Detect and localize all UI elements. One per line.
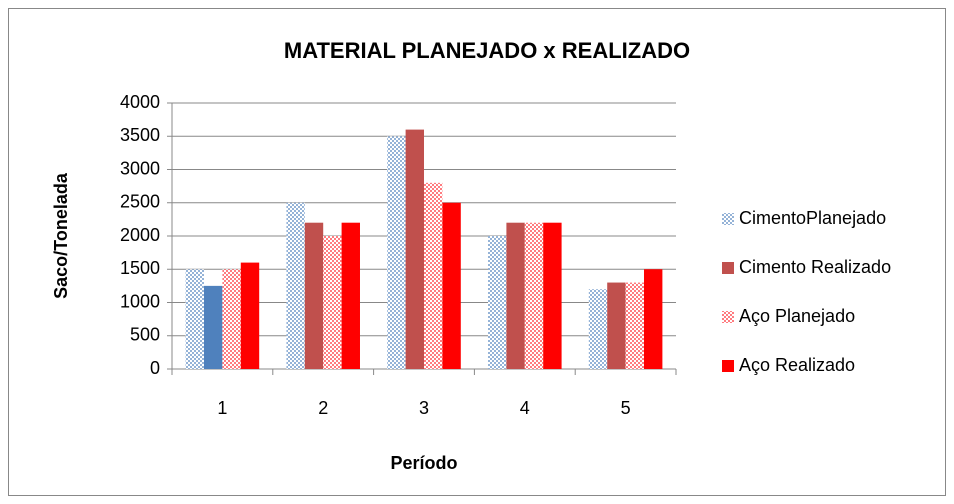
- legend-label: Cimento Realizado: [739, 257, 891, 277]
- legend-label: Aço Planejado: [739, 306, 855, 326]
- legend-swatch: [722, 213, 734, 225]
- legend-swatch: [722, 262, 734, 274]
- bar: [304, 222, 324, 369]
- y-axis-label: Saco/Tonelada: [51, 172, 71, 299]
- bar: [323, 236, 342, 369]
- bar: [442, 202, 461, 369]
- x-tick-label: 2: [318, 398, 328, 418]
- y-tick-label: 1000: [120, 291, 160, 311]
- bar: [204, 285, 223, 369]
- legend-swatch: [722, 311, 734, 323]
- x-tick-label: 4: [520, 398, 530, 418]
- y-tick-label: 500: [130, 325, 160, 345]
- bar: [240, 262, 260, 369]
- bar: [222, 269, 241, 369]
- legend-swatch: [722, 360, 734, 372]
- bar: [643, 269, 663, 369]
- bar: [424, 182, 443, 369]
- y-tick-label: 3500: [120, 125, 160, 145]
- y-tick-label: 2500: [120, 192, 160, 212]
- bar: [543, 222, 562, 369]
- bar: [488, 236, 507, 369]
- x-tick-label: 3: [419, 398, 429, 418]
- y-tick-label: 1500: [120, 258, 160, 278]
- y-tick-label: 2000: [120, 225, 160, 245]
- bar: [387, 136, 406, 369]
- bar: [607, 282, 626, 369]
- bar: [524, 222, 544, 369]
- chart-title: MATERIAL PLANEJADO x REALIZADO: [284, 38, 690, 63]
- bar: [185, 269, 205, 369]
- bar: [286, 202, 305, 369]
- y-tick-label: 0: [150, 358, 160, 378]
- bar: [341, 222, 360, 369]
- y-tick-label: 4000: [120, 92, 160, 112]
- bar: [625, 282, 644, 369]
- chart-border: [8, 8, 946, 496]
- y-tick-label: 3000: [120, 158, 160, 178]
- bar: [506, 222, 525, 369]
- x-tick-label: 1: [217, 398, 227, 418]
- x-tick-label: 5: [621, 398, 631, 418]
- bar: [405, 129, 424, 369]
- legend-label: Aço Realizado: [739, 355, 855, 375]
- bar: [588, 289, 608, 369]
- legend-label: CimentoPlanejado: [739, 208, 886, 228]
- x-axis-label: Período: [390, 453, 457, 473]
